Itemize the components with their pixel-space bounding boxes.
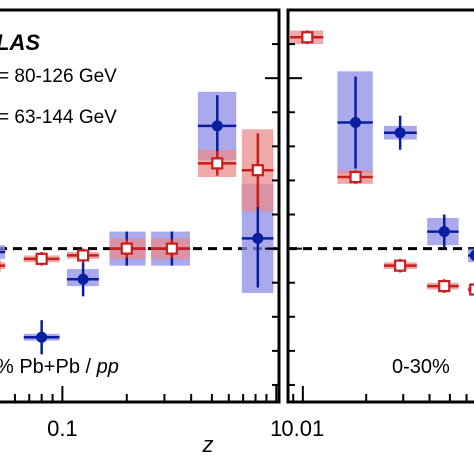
right-x-tick-label: 0.01 (281, 416, 324, 441)
right-series0-point-1 (394, 127, 406, 139)
right-series0-point-0 (350, 116, 362, 128)
left-x-tick-label: 0.1 (47, 416, 78, 441)
right-series1-point-4 (469, 283, 474, 296)
left-series0-point-6 (252, 232, 264, 244)
left-panel: 0.1 1 LAS = 80-126 GeV = 63-144 GeV % Pb+… (0, 8, 282, 457)
range-label-1: = 80-126 GeV (0, 66, 117, 87)
left-series1-point-1 (35, 252, 48, 265)
right-series0-point-2 (438, 226, 450, 238)
left-panel-frame (0, 8, 281, 404)
left-series1-point-5 (211, 157, 224, 170)
right-series1-point-0 (301, 31, 314, 44)
right-panel-frame (286, 8, 474, 404)
left-x-tick-label: 1 (270, 416, 282, 441)
centrality-label-left: % Pb+Pb / pp (0, 356, 119, 378)
left-series0-point-5 (211, 120, 223, 132)
right-panel: 0.01 0-30% (281, 8, 474, 441)
right-series1-point-1 (349, 170, 362, 184)
right-series0-point-3 (469, 250, 474, 261)
x-axis-label: z (202, 432, 214, 457)
left-series1-point-6 (251, 164, 264, 177)
experiment-label: LAS (0, 30, 40, 55)
left-series1-point-3 (120, 242, 133, 255)
left-series0-point-2 (77, 273, 89, 285)
left-series1-point-4 (165, 242, 178, 255)
centrality-label-right: 0-30% (392, 356, 450, 378)
left-series0-point-1 (36, 331, 48, 343)
range-label-2: = 63-144 GeV (0, 107, 117, 128)
right-series1-point-3 (438, 280, 451, 293)
left-series1-point-2 (77, 249, 90, 262)
right-series1-point-2 (394, 259, 407, 272)
